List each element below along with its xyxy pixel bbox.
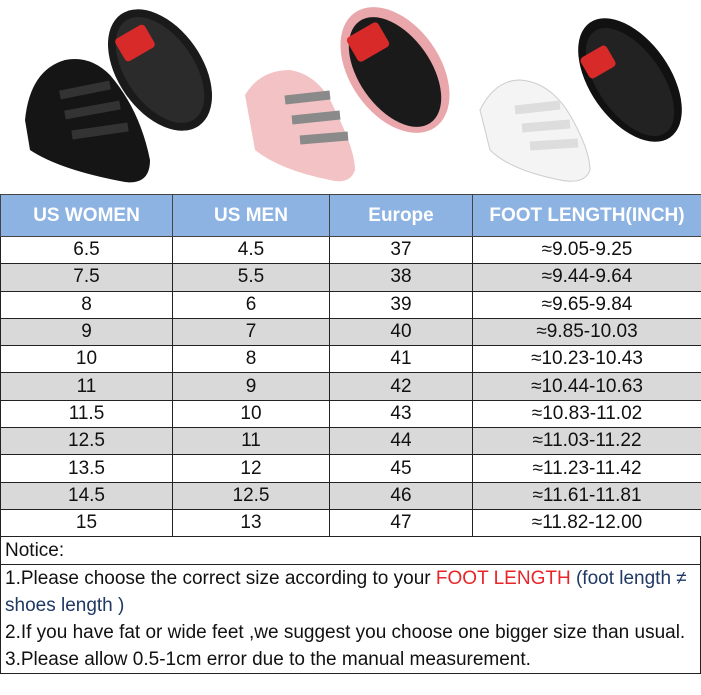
table-cell: 47: [329, 508, 473, 538]
table-cell: 10: [172, 399, 330, 429]
table-cell: 14.5: [0, 481, 173, 510]
table-cell: ≈11.82-12.00: [472, 508, 701, 538]
table-cell: ≈9.05-9.25: [472, 235, 701, 265]
notice-item-3: 3.Please allow 0.5-1cm error due to the …: [5, 649, 531, 671]
table-cell: 6: [172, 290, 330, 319]
table-row: 13.5 12 45 ≈11.23-11.42: [0, 454, 701, 483]
black-shoe: [25, 9, 213, 183]
column-header: FOOT LENGTH(INCH): [472, 194, 701, 237]
table-cell: ≈11.61-11.81: [472, 481, 701, 510]
size-chart-table: US WOMEN US MEN Europe FOOT LENGTH(INCH)…: [0, 194, 701, 538]
table-cell: 13: [172, 508, 330, 538]
product-photos: [0, 0, 701, 194]
table-cell: 39: [329, 290, 473, 319]
shoe-illustrations: [25, 7, 682, 183]
table-row: 15 13 47 ≈11.82-12.00: [0, 508, 701, 538]
table-cell: ≈10.83-11.02: [472, 399, 701, 429]
notice-section: Notice: 1.Please choose the correct size…: [0, 537, 701, 675]
table-row: 8 6 39 ≈9.65-9.84: [0, 290, 701, 319]
white-shoe: [479, 18, 682, 182]
table-cell: 12.5: [172, 481, 330, 510]
table-row: 11.5 10 43 ≈10.83-11.02: [0, 399, 701, 429]
table-cell: 9: [0, 317, 173, 347]
table-row: 6.5 4.5 37 ≈9.05-9.25: [0, 235, 701, 265]
table-cell: 9: [172, 372, 330, 401]
table-cell: 5.5: [172, 263, 330, 292]
table-cell: 12: [172, 454, 330, 483]
table-cell: 13.5: [0, 454, 173, 483]
table-cell: 11: [172, 427, 330, 456]
notice-item-1: 1.Please choose the correct size accordi…: [1, 565, 700, 619]
table-cell: ≈9.65-9.84: [472, 290, 701, 319]
table-row: 7.5 5.5 38 ≈9.44-9.64: [0, 263, 701, 292]
table-row: 11 9 42 ≈10.44-10.63: [0, 372, 701, 401]
table-row: 9 7 40 ≈9.85-10.03: [0, 317, 701, 347]
table-cell: 8: [0, 290, 173, 319]
table-cell: 40: [329, 317, 473, 347]
column-header: Europe: [329, 194, 473, 237]
table-cell: 15: [0, 508, 173, 538]
table-cell: 4.5: [172, 235, 330, 265]
table-cell: ≈11.03-11.22: [472, 427, 701, 456]
table-cell: ≈9.44-9.64: [472, 263, 701, 292]
table-cell: ≈11.23-11.42: [472, 454, 701, 483]
table-header-row: US WOMEN US MEN Europe FOOT LENGTH(INCH): [0, 194, 701, 237]
table-cell: 38: [329, 263, 473, 292]
table-row: 12.5 11 44 ≈11.03-11.22: [0, 427, 701, 456]
table-cell: 41: [329, 345, 473, 374]
table-cell: 45: [329, 454, 473, 483]
table-cell: 12.5: [0, 427, 173, 456]
table-cell: 10: [0, 345, 173, 374]
notice-title: Notice:: [1, 537, 700, 566]
table-cell: ≈10.44-10.63: [472, 372, 701, 401]
notice-highlight: FOOT LENGTH: [435, 568, 571, 590]
table-cell: 7: [172, 317, 330, 347]
table-cell: 8: [172, 345, 330, 374]
pink-shoe: [245, 7, 450, 182]
table-cell: ≈10.23-10.43: [472, 345, 701, 374]
table-cell: 11.5: [0, 399, 173, 429]
table-cell: 42: [329, 372, 473, 401]
table-cell: 7.5: [0, 263, 173, 292]
table-cell: 6.5: [0, 235, 173, 265]
table-cell: 44: [329, 427, 473, 456]
table-cell: 43: [329, 399, 473, 429]
column-header: US WOMEN: [0, 194, 173, 237]
notice-note: (foot length ≠ shoes length ): [5, 568, 687, 617]
table-row: 14.5 12.5 46 ≈11.61-11.81: [0, 481, 701, 510]
notice-item-2: 2.If you have fat or wide feet ,we sugge…: [5, 622, 686, 644]
table-cell: 11: [0, 372, 173, 401]
table-cell: ≈9.85-10.03: [472, 317, 701, 347]
column-header: US MEN: [172, 194, 330, 237]
table-cell: 37: [329, 235, 473, 265]
notice-text: 1.Please choose the correct size accordi…: [5, 568, 436, 590]
table-cell: 46: [329, 481, 473, 510]
table-row: 10 8 41 ≈10.23-10.43: [0, 345, 701, 374]
